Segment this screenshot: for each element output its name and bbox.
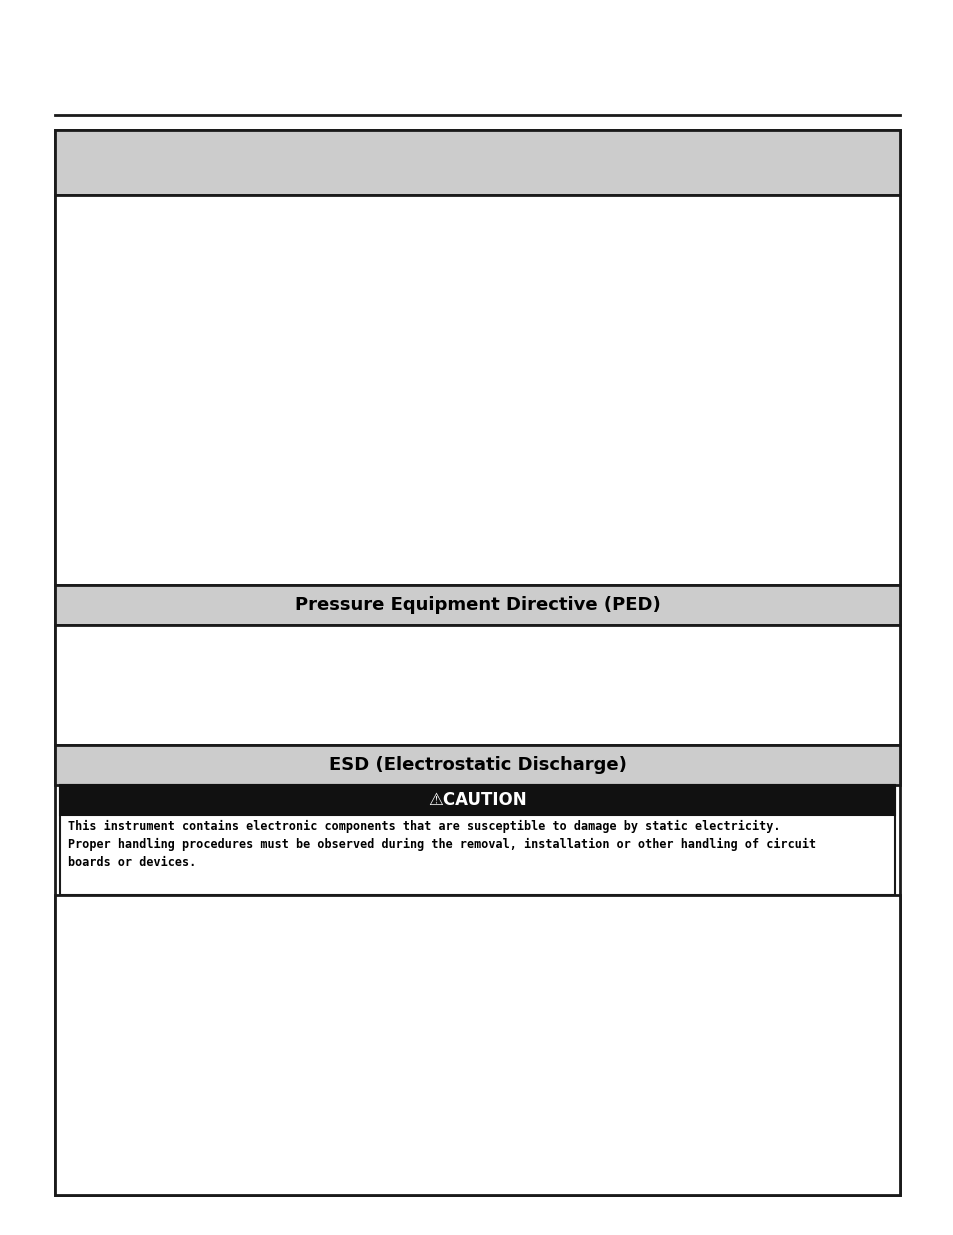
Bar [55, 895, 899, 1195]
Text: ⚠CAUTION: ⚠CAUTION [428, 790, 526, 809]
Bar [55, 130, 899, 1195]
Bar [55, 745, 899, 785]
Bar [60, 785, 894, 815]
Text: Pressure Equipment Directive (PED): Pressure Equipment Directive (PED) [294, 597, 659, 614]
Bar [55, 195, 899, 585]
Text: ESD (Electrostatic Discharge): ESD (Electrostatic Discharge) [328, 756, 626, 774]
Text: This instrument contains electronic components that are susceptible to damage by: This instrument contains electronic comp… [68, 820, 815, 869]
Bar [55, 625, 899, 745]
Bar [55, 130, 899, 195]
Bar [55, 585, 899, 625]
Bar [60, 785, 894, 895]
